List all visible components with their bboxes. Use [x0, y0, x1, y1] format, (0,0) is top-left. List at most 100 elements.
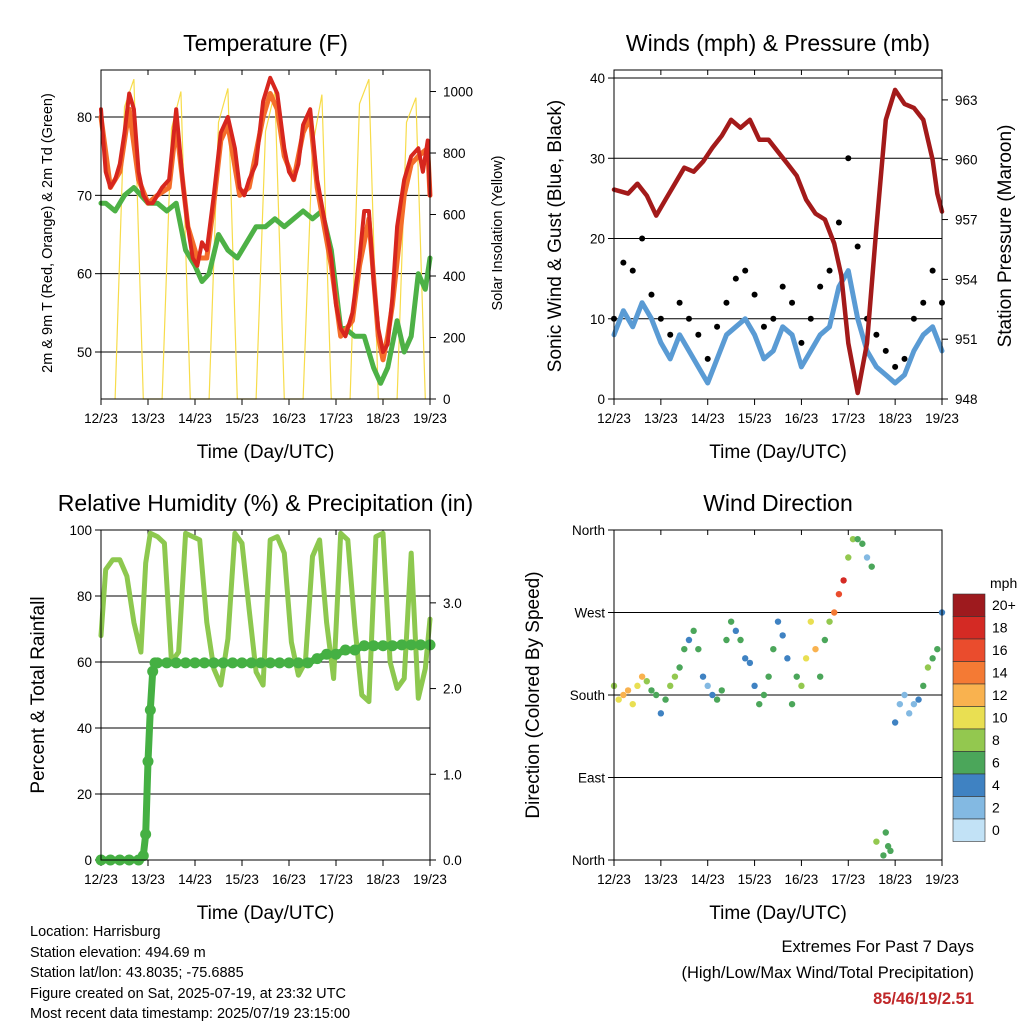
direction-point — [727, 618, 735, 625]
direction-point — [812, 645, 819, 653]
direction-point — [774, 618, 782, 625]
direction-point — [784, 655, 791, 662]
rainfall-point — [189, 657, 201, 669]
direction-point — [807, 618, 814, 625]
gust-point — [714, 323, 721, 330]
y2-tick-label: 600 — [443, 208, 466, 223]
gust-point — [854, 243, 861, 250]
x-tick-label: 12/23 — [84, 872, 118, 887]
y-tick-label: 20 — [77, 787, 92, 802]
direction-point — [854, 535, 861, 543]
direction-point — [657, 710, 665, 717]
direction-point — [845, 554, 852, 561]
x-tick-label: 19/23 — [413, 411, 447, 426]
direction-point — [643, 678, 650, 685]
x-tick-label: 19/23 — [925, 411, 959, 426]
colorbar-swatch — [952, 706, 986, 730]
direction-point — [802, 655, 810, 662]
colorbar-label: 18 — [992, 620, 1008, 636]
y2-tick-label: 400 — [443, 269, 466, 284]
rainfall-point — [415, 639, 427, 651]
direction-point — [840, 577, 847, 584]
gust-point — [817, 283, 824, 290]
direction-point — [816, 673, 824, 680]
x-tick-label: 17/23 — [319, 872, 353, 887]
rainfall-point — [137, 850, 149, 862]
rainfall-point — [217, 657, 229, 669]
x-tick-label: 14/23 — [178, 872, 212, 887]
gust-point — [770, 315, 777, 322]
y2-axis-label: Solar Insolation (Yellow) — [490, 155, 506, 310]
y-tick-label: 40 — [590, 71, 605, 86]
direction-point — [713, 696, 721, 703]
rainfall-point — [358, 640, 370, 652]
chart-title: Temperature (F) — [183, 30, 348, 56]
rainfall-point — [147, 665, 159, 677]
colorbar-label: 2 — [992, 800, 1000, 816]
y2-tick-label: 200 — [443, 331, 466, 346]
y2-tick-label: 0 — [443, 392, 451, 407]
colorbar-label: 20+ — [992, 597, 1016, 613]
y2-tick-label: 957 — [955, 213, 978, 228]
chart-title: Relative Humidity (%) & Precipitation (i… — [58, 490, 473, 516]
x-tick-label: 18/23 — [366, 872, 400, 887]
direction-point — [652, 691, 660, 699]
x-tick-label: 18/23 — [878, 411, 912, 426]
x-tick-label: 16/23 — [785, 411, 819, 426]
x-tick-label: 19/23 — [413, 872, 447, 887]
y-axis-label: Sonic Wind & Gust (Blue, Black) — [545, 100, 566, 372]
rainfall-point — [368, 640, 380, 652]
rainfall-point — [264, 657, 276, 669]
rainfall-point — [180, 657, 192, 669]
series-2m-temperature — [99, 75, 432, 354]
created-text: Figure created on Sat, 2025-07-19, at 23… — [30, 985, 346, 1002]
direction-point — [699, 673, 707, 680]
direction-point — [915, 696, 922, 703]
direction-point — [737, 636, 744, 644]
latest-timestamp-text: Most recent data timestamp: 2025/07/19 2… — [30, 1006, 351, 1022]
rainfall-point — [151, 657, 163, 669]
x-tick-label: 15/23 — [225, 872, 259, 887]
gust-point — [910, 315, 917, 322]
rainfall-point — [161, 657, 173, 669]
rainfall-point — [227, 657, 239, 669]
rainfall-point — [377, 640, 389, 652]
series-relative-humidity — [98, 530, 433, 705]
x-tick-label: 19/23 — [925, 872, 959, 887]
gust-point — [789, 299, 796, 306]
latlon-text: Station lat/lon: 43.8035; -75.6885 — [30, 965, 244, 981]
y2-tick-label: 800 — [443, 146, 466, 161]
rainfall-point — [142, 755, 154, 767]
rainfall-point — [292, 657, 304, 669]
colorbar-swatch — [952, 616, 986, 640]
colorbar-swatch — [952, 593, 986, 617]
direction-point — [920, 682, 927, 690]
gust-point — [920, 299, 927, 306]
x-tick-label: 13/23 — [131, 411, 165, 426]
y-tick-label: 60 — [77, 267, 92, 282]
colorbar-label: 0 — [992, 822, 1000, 838]
y2-tick-label: 948 — [955, 392, 978, 407]
y-tick-label: 10 — [590, 312, 605, 327]
y-tick-label: 60 — [77, 655, 92, 670]
rainfall-point — [405, 639, 417, 651]
x-tick-label: 12/23 — [597, 872, 631, 887]
gust-point — [685, 315, 692, 322]
gust-point — [667, 331, 674, 338]
y-tick-label: East — [578, 771, 605, 786]
direction-point — [821, 636, 829, 644]
gust-point — [704, 355, 711, 362]
colorbar-swatch — [952, 796, 986, 820]
direction-point — [765, 673, 772, 680]
rainfall-point — [283, 657, 295, 669]
gust-point — [742, 267, 749, 274]
colorbar-swatch — [952, 773, 986, 797]
rainfall-point — [396, 639, 408, 651]
y-tick-label: South — [570, 688, 605, 703]
direction-point — [835, 590, 843, 598]
gust-point — [882, 347, 889, 354]
direction-point — [880, 852, 887, 859]
colorbar-title: mph — [990, 575, 1017, 591]
direction-point — [901, 691, 908, 699]
